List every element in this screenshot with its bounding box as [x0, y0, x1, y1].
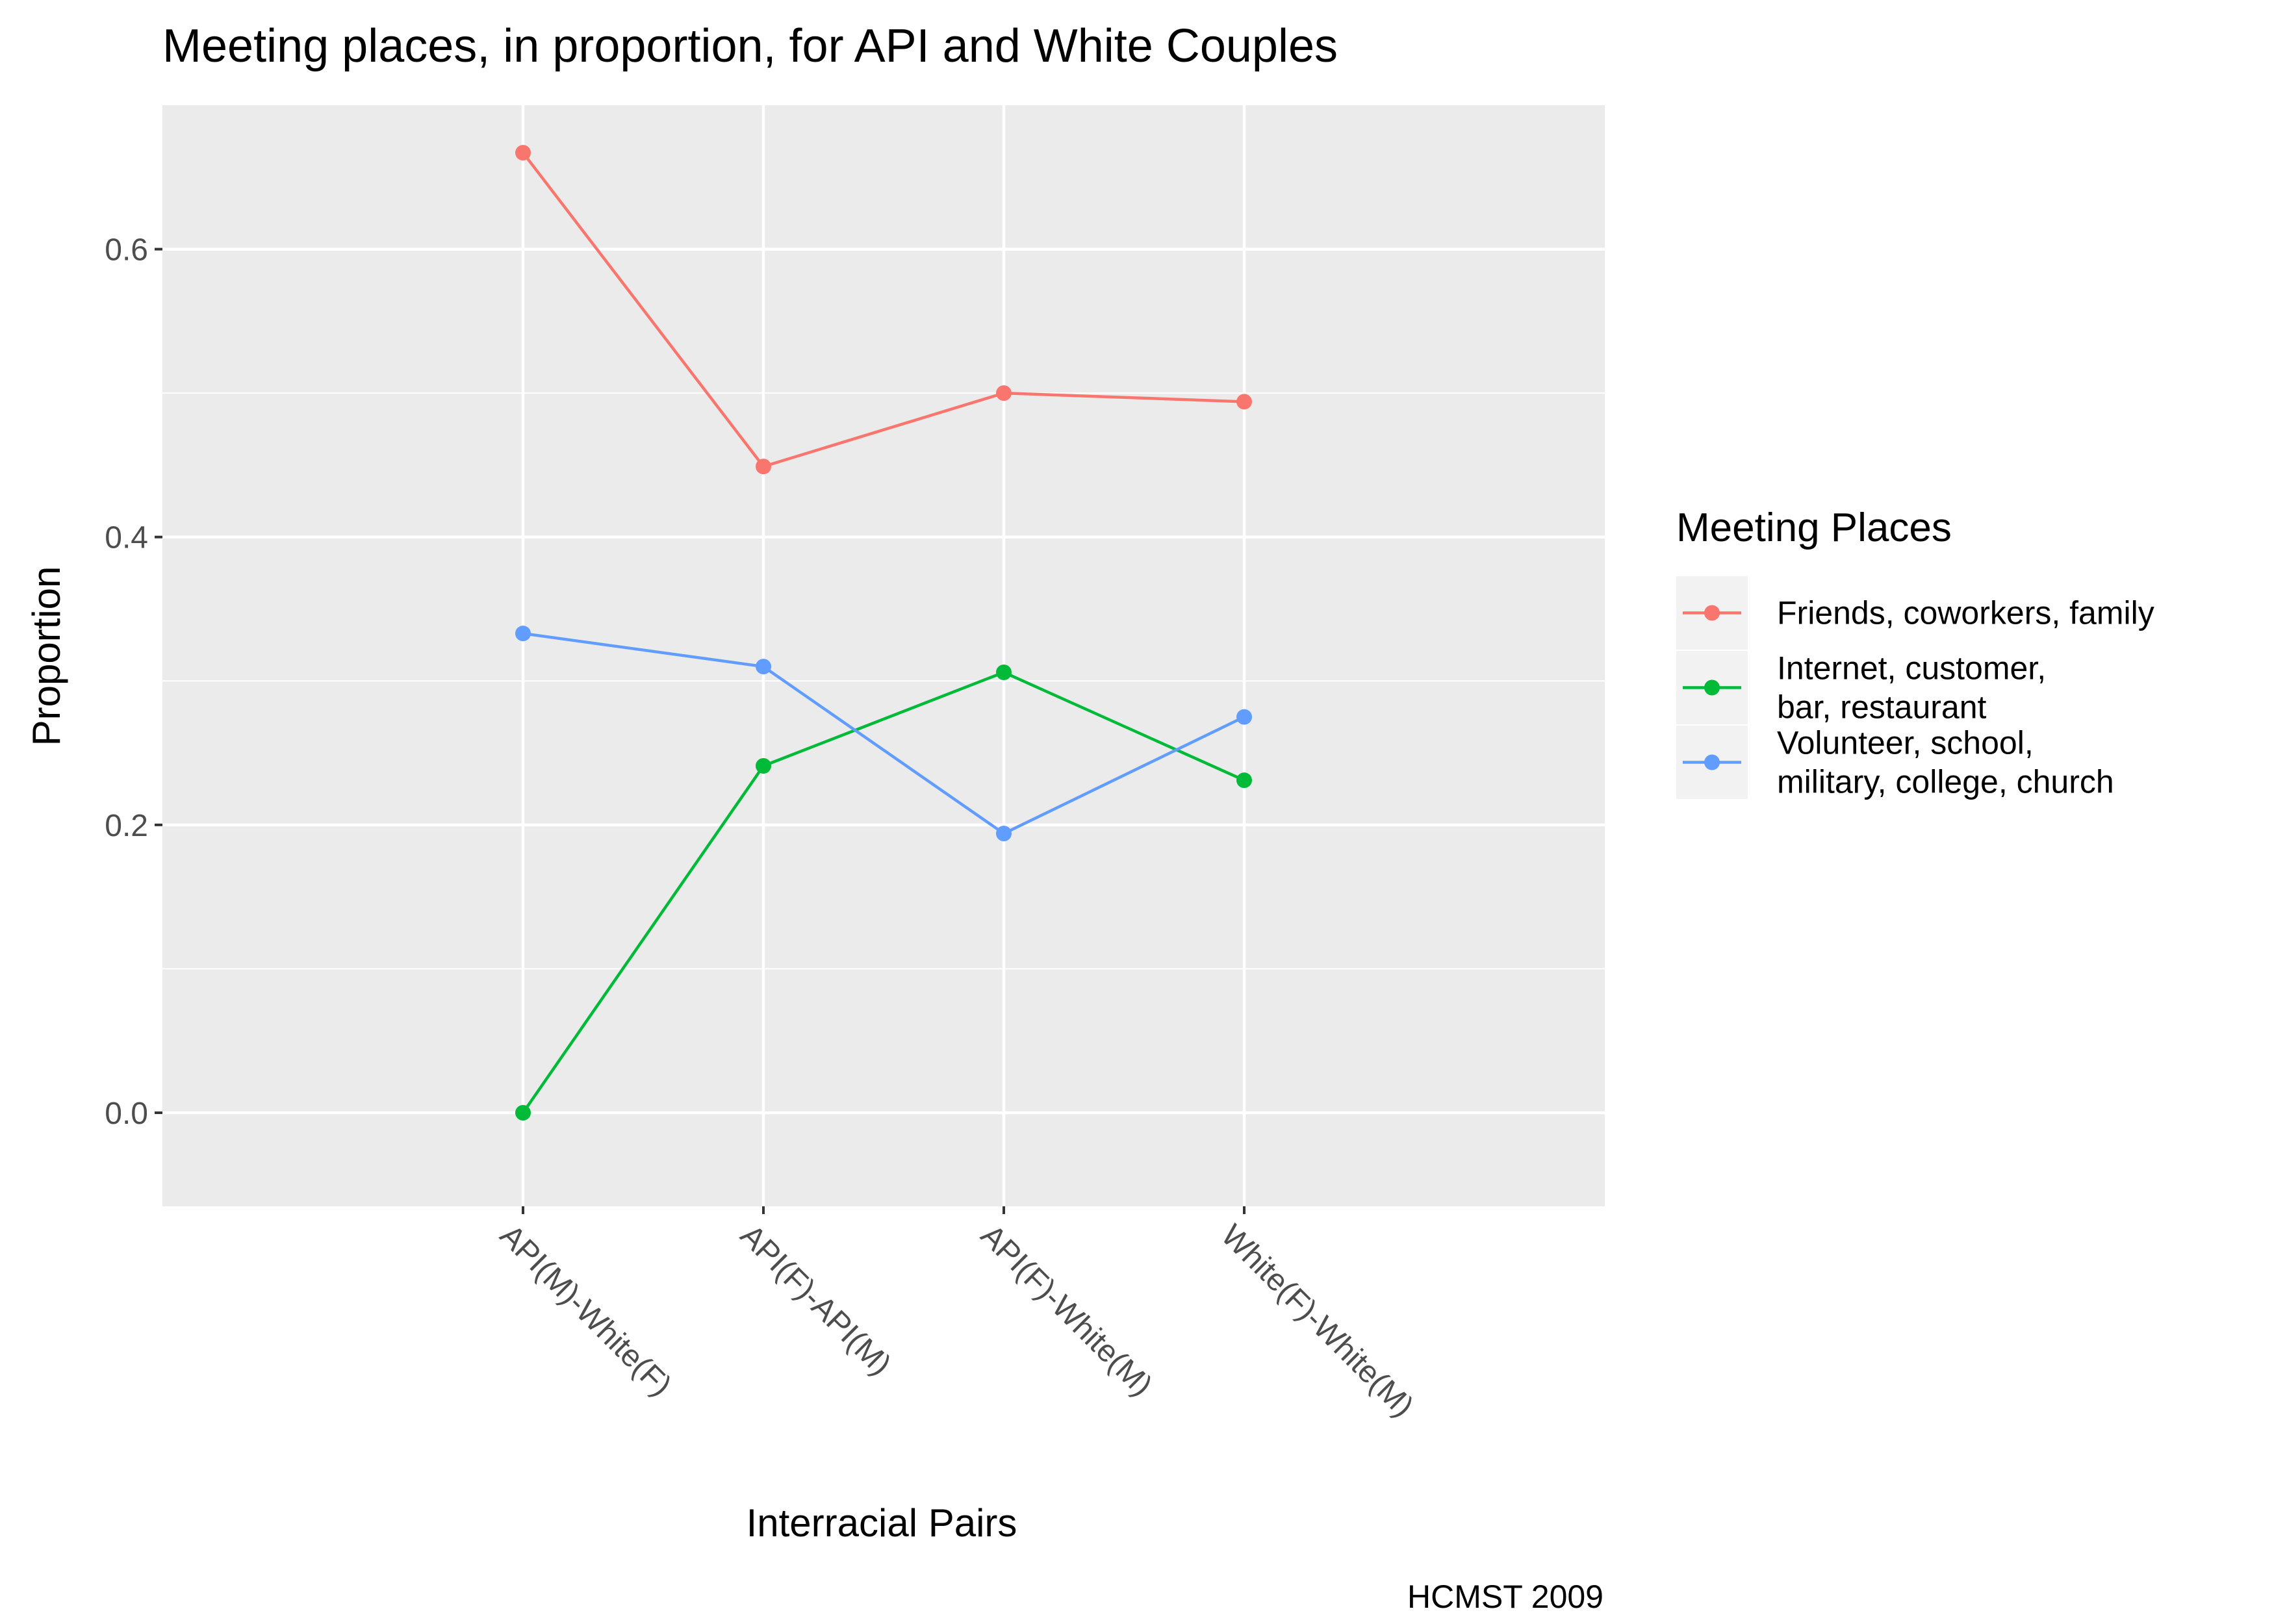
legend: Meeting Places Friends, coworkers, famil…	[1676, 505, 2154, 800]
legend-key-point	[1704, 754, 1720, 770]
data-point	[756, 459, 771, 475]
legend-label: Internet, customer,	[1777, 650, 2046, 687]
plot-panel	[162, 105, 1605, 1206]
legend-title: Meeting Places	[1676, 505, 1952, 550]
data-point	[515, 1104, 531, 1121]
series-line	[522, 631, 1245, 835]
series-lines	[522, 151, 1245, 1114]
x-tick-label: API(F)-API(M)	[734, 1218, 897, 1382]
x-axis-label: Interracial Pairs	[747, 1501, 1017, 1545]
legend-key-point	[1704, 605, 1720, 621]
grid-major	[162, 105, 1605, 1206]
y-tick-label: 0.6	[105, 233, 148, 268]
y-axis-label: Proportion	[25, 566, 68, 746]
legend-label: Friends, coworkers, family	[1777, 595, 2154, 631]
y-axis: 0.0 0.2 0.4 0.6	[105, 233, 162, 1131]
data-point	[756, 659, 771, 675]
legend-label: Volunteer, school,	[1777, 725, 2034, 761]
data-point	[1236, 772, 1252, 789]
x-tick-label: API(F)-White(M)	[974, 1218, 1158, 1402]
y-tick-label: 0.0	[105, 1097, 148, 1131]
series-points	[515, 145, 1252, 1121]
legend-label: bar, restaurant	[1777, 689, 1987, 726]
data-point	[996, 826, 1012, 842]
series-line	[522, 670, 1245, 1114]
x-axis: API(M)-White(F) API(F)-API(M) API(F)-White…	[493, 1206, 1420, 1424]
legend-label: military, college, church	[1777, 764, 2114, 800]
data-point	[515, 145, 531, 161]
x-tick-label: White(F)-White(M)	[1214, 1218, 1420, 1424]
legend-key-point	[1704, 679, 1720, 696]
y-tick-label: 0.2	[105, 809, 148, 843]
caption: HCMST 2009	[1407, 1579, 1603, 1615]
data-point	[1236, 394, 1252, 410]
data-point	[1236, 709, 1252, 725]
data-point	[756, 758, 771, 774]
series-line	[522, 151, 1245, 468]
x-tick-label: API(M)-White(F)	[493, 1218, 678, 1402]
data-point	[996, 385, 1012, 401]
chart-title: Meeting places, in proportion, for API a…	[162, 20, 1338, 72]
data-point	[996, 664, 1012, 680]
grid-minor	[162, 392, 1605, 970]
data-point	[515, 626, 531, 642]
y-tick-label: 0.4	[105, 521, 148, 555]
